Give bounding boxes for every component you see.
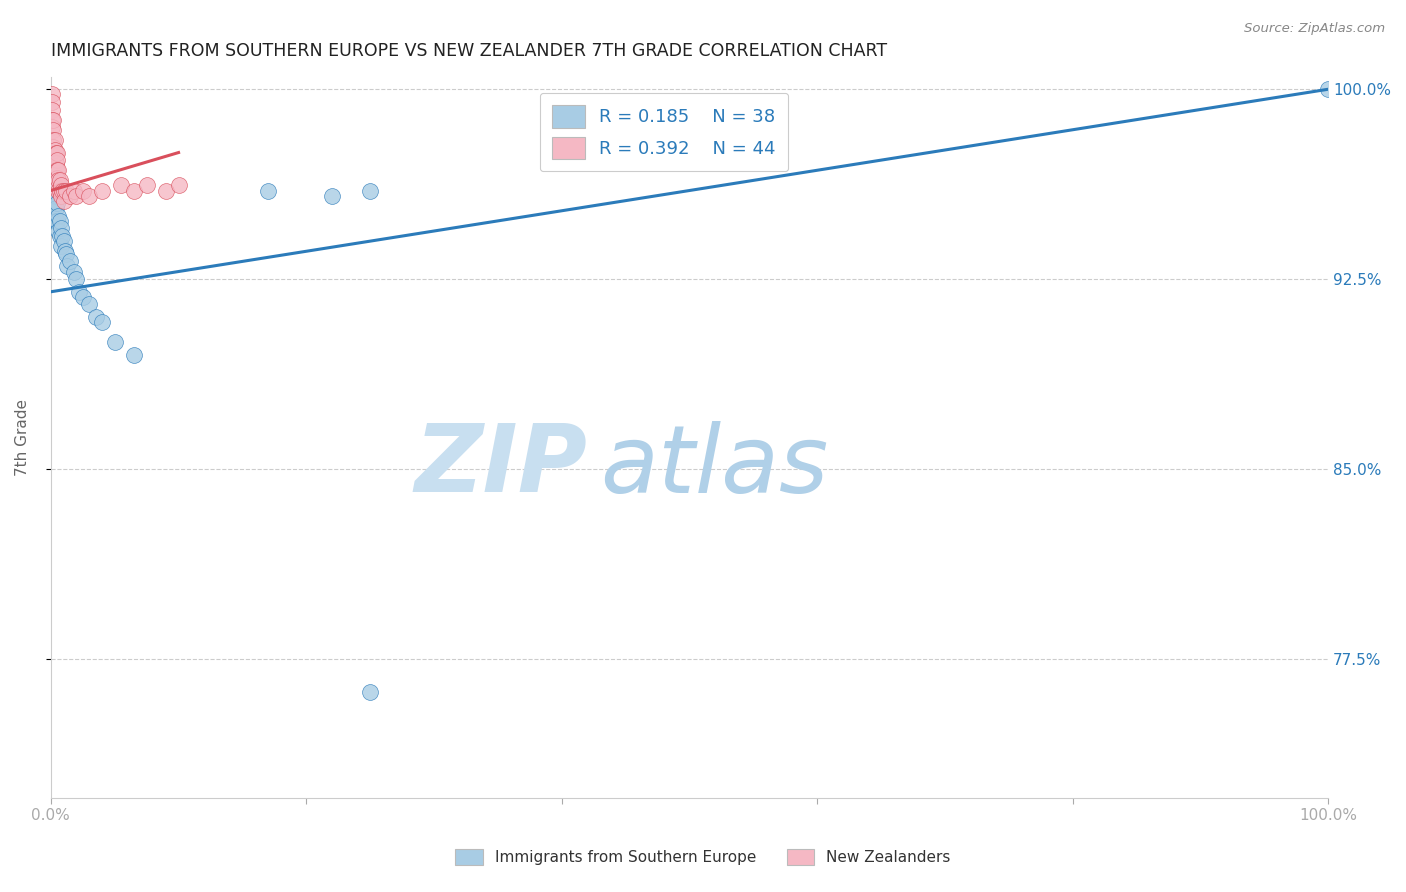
Point	[41, 95, 63, 109]
Text: ZIP: ZIP	[415, 420, 588, 512]
Point	[55, 184, 77, 198]
Point	[49, 178, 72, 193]
Point	[41, 184, 63, 198]
Point	[52, 234, 75, 248]
Point	[104, 335, 127, 350]
Point	[49, 239, 72, 253]
Point	[42, 148, 65, 162]
Point	[41, 87, 63, 102]
Point	[122, 348, 145, 362]
Point	[42, 112, 65, 127]
Point	[48, 224, 70, 238]
Point	[45, 163, 67, 178]
Point	[59, 254, 82, 268]
Point	[44, 161, 66, 175]
Point	[72, 290, 94, 304]
Text: atlas: atlas	[600, 421, 828, 512]
Y-axis label: 7th Grade: 7th Grade	[15, 399, 30, 475]
Point	[48, 163, 70, 178]
Legend: Immigrants from Southern Europe, New Zealanders: Immigrants from Southern Europe, New Zea…	[449, 843, 957, 871]
Point	[49, 173, 72, 187]
Point	[41, 120, 63, 135]
Point	[44, 188, 66, 202]
Point	[110, 178, 132, 193]
Point	[321, 188, 343, 202]
Point	[167, 178, 190, 193]
Point	[45, 155, 67, 169]
Point	[49, 229, 72, 244]
Point	[1317, 82, 1340, 96]
Point	[135, 178, 157, 193]
Point	[46, 145, 69, 160]
Point	[42, 122, 65, 136]
Point	[257, 184, 280, 198]
Point	[49, 221, 72, 235]
Point	[48, 209, 70, 223]
Point	[51, 229, 73, 244]
Point	[42, 196, 65, 211]
Point	[65, 272, 87, 286]
Text: Source: ZipAtlas.com: Source: ZipAtlas.com	[1244, 22, 1385, 36]
Point	[46, 214, 69, 228]
Point	[46, 181, 69, 195]
Point	[59, 188, 82, 202]
Point	[46, 170, 69, 185]
Point	[63, 184, 86, 198]
Point	[45, 145, 67, 160]
Point	[52, 184, 75, 198]
Text: IMMIGRANTS FROM SOUTHERN EUROPE VS NEW ZEALANDER 7TH GRADE CORRELATION CHART: IMMIGRANTS FROM SOUTHERN EUROPE VS NEW Z…	[51, 42, 887, 60]
Point	[359, 684, 381, 698]
Point	[46, 163, 69, 178]
Point	[77, 188, 100, 202]
Point	[77, 297, 100, 311]
Point	[46, 196, 69, 211]
Point	[44, 153, 66, 168]
Point	[41, 196, 63, 211]
Point	[51, 184, 73, 198]
Point	[48, 184, 70, 198]
Point	[49, 184, 72, 198]
Point	[65, 188, 87, 202]
Point	[42, 133, 65, 147]
Point	[41, 103, 63, 117]
Point	[90, 315, 112, 329]
Point	[45, 201, 67, 215]
Point	[41, 112, 63, 127]
Point	[42, 184, 65, 198]
Point	[46, 153, 69, 168]
Point	[44, 199, 66, 213]
Point	[45, 188, 67, 202]
Point	[42, 140, 65, 154]
Point	[44, 178, 66, 193]
Point	[49, 188, 72, 202]
Point	[53, 244, 76, 259]
Point	[44, 143, 66, 157]
Point	[72, 184, 94, 198]
Point	[42, 170, 65, 185]
Point	[84, 310, 107, 324]
Point	[48, 173, 70, 187]
Point	[56, 260, 79, 274]
Point	[90, 184, 112, 198]
Point	[52, 194, 75, 208]
Point	[155, 184, 177, 198]
Point	[359, 184, 381, 198]
Point	[45, 214, 67, 228]
Point	[44, 133, 66, 147]
Point	[122, 184, 145, 198]
Point	[67, 285, 90, 299]
Point	[49, 214, 72, 228]
Point	[55, 247, 77, 261]
Point	[63, 264, 86, 278]
Legend: R = 0.185    N = 38, R = 0.392    N = 44: R = 0.185 N = 38, R = 0.392 N = 44	[540, 93, 789, 171]
